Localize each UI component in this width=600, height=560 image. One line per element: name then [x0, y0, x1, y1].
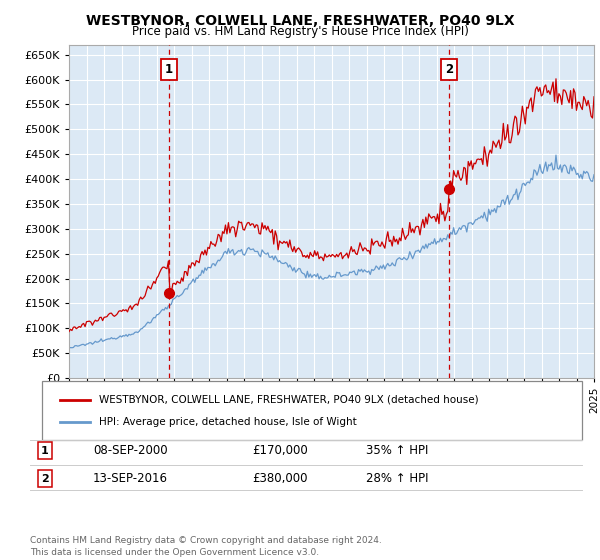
- Text: Contains HM Land Registry data © Crown copyright and database right 2024.
This d: Contains HM Land Registry data © Crown c…: [30, 536, 382, 557]
- Text: £170,000: £170,000: [252, 444, 308, 458]
- Text: Price paid vs. HM Land Registry's House Price Index (HPI): Price paid vs. HM Land Registry's House …: [131, 25, 469, 38]
- Text: 2: 2: [445, 63, 453, 76]
- Text: WESTBYNOR, COLWELL LANE, FRESHWATER, PO40 9LX (detached house): WESTBYNOR, COLWELL LANE, FRESHWATER, PO4…: [99, 395, 479, 405]
- Text: 1: 1: [164, 63, 173, 76]
- Text: 1: 1: [41, 446, 49, 456]
- Text: £380,000: £380,000: [252, 472, 308, 486]
- Text: HPI: Average price, detached house, Isle of Wight: HPI: Average price, detached house, Isle…: [99, 417, 357, 427]
- Text: 08-SEP-2000: 08-SEP-2000: [93, 444, 167, 458]
- Text: 13-SEP-2016: 13-SEP-2016: [93, 472, 168, 486]
- Text: 28% ↑ HPI: 28% ↑ HPI: [366, 472, 428, 486]
- Text: 35% ↑ HPI: 35% ↑ HPI: [366, 444, 428, 458]
- Text: 2: 2: [41, 474, 49, 484]
- Text: WESTBYNOR, COLWELL LANE, FRESHWATER, PO40 9LX: WESTBYNOR, COLWELL LANE, FRESHWATER, PO4…: [86, 14, 514, 28]
